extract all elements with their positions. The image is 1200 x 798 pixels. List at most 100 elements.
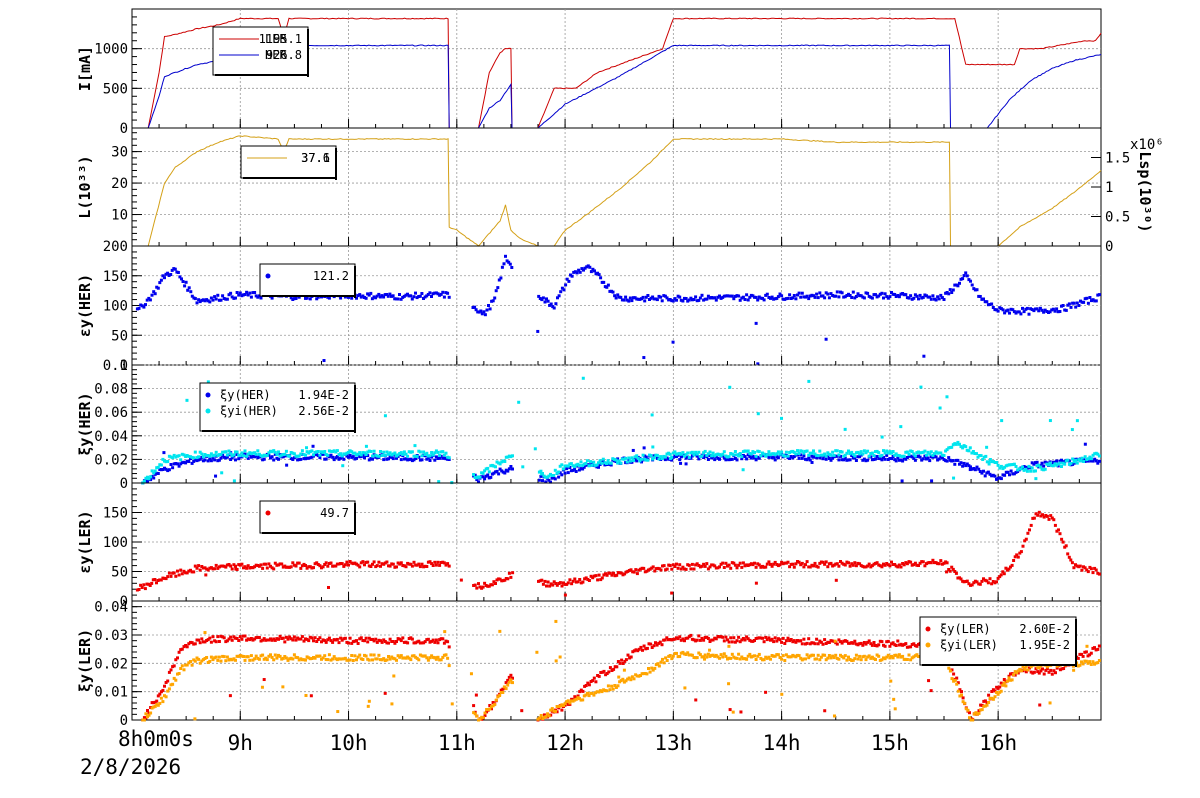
- data-point: [642, 644, 646, 648]
- data-point: [248, 566, 252, 570]
- data-point: [773, 453, 777, 457]
- data-point: [1036, 670, 1040, 674]
- data-point: [1014, 465, 1018, 468]
- data-point: [665, 296, 669, 300]
- data-point: [388, 451, 392, 455]
- data-point: [151, 578, 155, 582]
- data-point: [570, 699, 573, 703]
- data-point: [886, 653, 890, 657]
- data-point: [947, 666, 951, 670]
- data-point: [363, 296, 366, 299]
- data-point: [552, 476, 556, 480]
- data-point: [422, 450, 426, 454]
- data-point: [286, 454, 290, 458]
- data-point: [885, 640, 889, 644]
- data-point: [883, 457, 887, 461]
- data-point: [978, 470, 982, 473]
- data-point: [430, 562, 434, 566]
- data-point: [652, 297, 656, 301]
- data-point: [823, 296, 827, 300]
- data-point: [667, 638, 670, 642]
- data-point: [589, 574, 593, 578]
- data-point: [232, 296, 236, 300]
- data-point: [773, 297, 777, 301]
- data-point: [335, 455, 339, 458]
- data-point: [579, 581, 583, 585]
- data-point-outlier: [162, 451, 166, 455]
- data-point: [1040, 467, 1044, 471]
- data-point-outlier: [535, 650, 539, 654]
- data-point: [759, 565, 763, 569]
- data-point: [489, 464, 493, 468]
- data-point: [412, 654, 416, 658]
- data-point: [167, 670, 171, 674]
- data-point: [965, 274, 969, 278]
- data-point: [171, 456, 175, 460]
- data-point: [502, 685, 506, 689]
- data-point: [289, 457, 293, 460]
- data-point: [536, 717, 540, 721]
- data-point: [1063, 462, 1067, 466]
- data-point: [761, 636, 764, 640]
- data-point: [480, 717, 484, 721]
- data-point: [1017, 310, 1021, 314]
- data-point: [217, 298, 221, 302]
- data-point: [708, 640, 712, 643]
- data-point: [971, 450, 975, 453]
- data-point: [473, 473, 477, 477]
- data-point: [377, 638, 381, 642]
- data-point-outlier: [938, 406, 942, 410]
- data-point: [300, 452, 304, 456]
- data-point: [345, 454, 349, 458]
- data-point: [843, 295, 847, 299]
- data-point: [679, 455, 683, 459]
- data-point: [635, 674, 639, 678]
- data-point: [434, 638, 438, 642]
- data-point: [630, 675, 634, 679]
- data-point: [552, 580, 556, 584]
- data-point: [192, 459, 196, 463]
- data-point: [1012, 559, 1016, 562]
- data-point: [1038, 465, 1042, 469]
- data-point: [320, 450, 323, 454]
- data-point: [831, 456, 835, 460]
- data-point: [1091, 660, 1095, 664]
- data-point: [326, 453, 330, 457]
- data-point: [721, 655, 725, 659]
- data-point: [592, 574, 596, 578]
- data-point: [1009, 463, 1013, 467]
- data-point-outlier: [617, 675, 621, 679]
- data-point: [780, 640, 784, 644]
- data-point: [613, 684, 617, 687]
- data-point: [398, 562, 402, 566]
- data-point: [976, 455, 980, 459]
- data-point: [915, 644, 919, 648]
- data-point: [206, 568, 210, 572]
- data-point: [1063, 459, 1067, 463]
- data-point: [866, 640, 870, 644]
- data-point: [959, 445, 963, 449]
- data-point: [193, 297, 197, 301]
- data-point: [864, 642, 868, 646]
- data-point: [571, 464, 575, 468]
- data-point: [741, 454, 745, 457]
- x-tick-label: 12h: [546, 731, 584, 755]
- data-point: [390, 453, 394, 457]
- data-point: [679, 567, 683, 571]
- data-point: [714, 653, 718, 657]
- data-point: [741, 657, 745, 661]
- data-point: [327, 653, 331, 657]
- data-point: [885, 449, 889, 453]
- data-point: [1086, 661, 1090, 665]
- data-point: [569, 469, 573, 473]
- data-point: [423, 640, 427, 644]
- x-tick-label: 16h: [979, 731, 1017, 755]
- data-point: [998, 575, 1002, 579]
- data-point: [477, 582, 480, 586]
- data-point: [592, 464, 596, 467]
- data-point: [733, 656, 737, 660]
- data-point: [433, 458, 437, 462]
- data-point: [1039, 514, 1043, 518]
- data-point: [633, 455, 637, 459]
- data-point: [278, 654, 282, 658]
